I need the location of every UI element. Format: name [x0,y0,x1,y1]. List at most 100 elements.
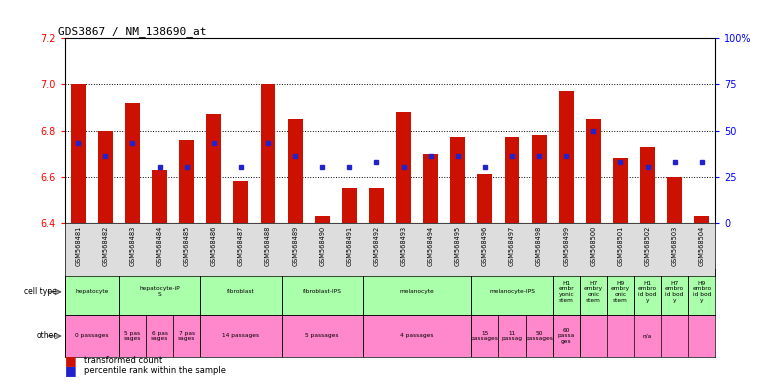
Bar [498,315,526,357]
Bar [613,158,628,223]
Bar [282,269,363,315]
Text: melanocyte-IPS: melanocyte-IPS [489,289,535,295]
Text: GSM568488: GSM568488 [265,225,271,266]
Text: GSM568497: GSM568497 [509,225,515,266]
Text: ■: ■ [65,364,76,377]
Bar [580,315,715,357]
Bar [526,315,552,357]
Bar [552,269,580,315]
Text: GSM568503: GSM568503 [672,225,678,266]
Text: GSM568485: GSM568485 [183,225,189,266]
Text: GDS3867 / NM_138690_at: GDS3867 / NM_138690_at [58,26,207,37]
Text: GSM568502: GSM568502 [645,225,651,266]
Bar [71,84,86,223]
Text: GSM568483: GSM568483 [129,225,135,266]
Bar [471,269,552,315]
Text: percentile rank within the sample: percentile rank within the sample [84,366,226,375]
Text: GSM568492: GSM568492 [374,225,380,266]
Text: hepatocyte-iP
S: hepatocyte-iP S [139,286,180,297]
Text: GSM568486: GSM568486 [211,225,217,266]
Bar [146,315,174,357]
Text: H9
embro
id bod
y: H9 embro id bod y [693,281,712,303]
Bar [363,315,471,357]
Bar [661,269,688,315]
Text: H7
embro
id bod
y: H7 embro id bod y [665,281,684,303]
Bar [125,103,140,223]
Text: GSM568493: GSM568493 [400,225,406,265]
Text: GSM568504: GSM568504 [699,225,705,266]
Text: H7
embry
onic
stem: H7 embry onic stem [584,281,603,303]
Bar [98,131,113,223]
Bar [552,315,580,357]
Text: other: other [37,331,57,341]
Bar [586,119,600,223]
Bar [396,112,411,223]
Bar [65,269,119,315]
Text: transformed count: transformed count [84,356,162,366]
Bar [206,114,221,223]
Text: 11
passag: 11 passag [501,331,523,341]
Bar [471,315,498,357]
Bar [532,135,546,223]
Bar [640,147,655,223]
Bar [234,181,248,223]
Text: cell type: cell type [24,287,57,296]
Text: GSM568501: GSM568501 [617,225,623,266]
Bar [667,177,682,223]
Text: H1
embr
yonic
stem: H1 embr yonic stem [559,281,574,303]
Bar [65,315,119,357]
Text: hepatocyte: hepatocyte [75,289,109,295]
Text: melanocyte: melanocyte [400,289,435,295]
Bar [694,216,709,223]
Text: H9
embry
onic
stem: H9 embry onic stem [611,281,630,303]
Text: GSM568489: GSM568489 [292,225,298,266]
Text: 60
passa
ges: 60 passa ges [558,328,575,344]
Bar [477,174,492,223]
Bar [200,269,282,315]
Text: GSM568500: GSM568500 [591,225,597,266]
Text: GSM568496: GSM568496 [482,225,488,266]
Bar [505,137,520,223]
Text: GSM568484: GSM568484 [157,225,163,266]
Text: GSM568482: GSM568482 [102,225,108,266]
Text: GSM568491: GSM568491 [346,225,352,265]
Text: 5 pas
sages: 5 pas sages [124,331,141,341]
Bar [282,315,363,357]
Bar [288,119,303,223]
Text: GSM568487: GSM568487 [238,225,244,266]
Bar [180,140,194,223]
Bar [119,269,200,315]
Bar [580,269,607,315]
Text: 4 passages: 4 passages [400,333,434,339]
Text: fibroblast: fibroblast [227,289,255,295]
Bar [315,216,330,223]
Bar [260,84,275,223]
Text: 14 passages: 14 passages [222,333,260,339]
Text: GSM568499: GSM568499 [563,225,569,265]
Text: fibroblast-IPS: fibroblast-IPS [303,289,342,295]
Text: ■: ■ [65,354,76,367]
Bar [174,315,200,357]
Text: GSM568495: GSM568495 [455,225,461,266]
Bar [369,188,384,223]
Bar [634,269,661,315]
Text: 5 passages: 5 passages [305,333,339,339]
Bar [200,315,282,357]
Text: 7 pas
sages: 7 pas sages [178,331,196,341]
Bar [152,170,167,223]
Bar [607,269,634,315]
Text: n/a: n/a [643,333,652,339]
Bar [423,154,438,223]
Text: GSM568490: GSM568490 [319,225,325,266]
Bar [342,188,357,223]
Bar [688,269,715,315]
Text: H1
embro
id bod
y: H1 embro id bod y [638,281,658,303]
Bar [451,137,465,223]
Text: 15
passages: 15 passages [471,331,499,341]
Bar [559,91,574,223]
Bar [119,315,146,357]
Text: GSM568498: GSM568498 [536,225,542,266]
Text: 6 pas
sages: 6 pas sages [151,331,168,341]
Text: GSM568481: GSM568481 [75,225,81,266]
Bar [363,269,471,315]
